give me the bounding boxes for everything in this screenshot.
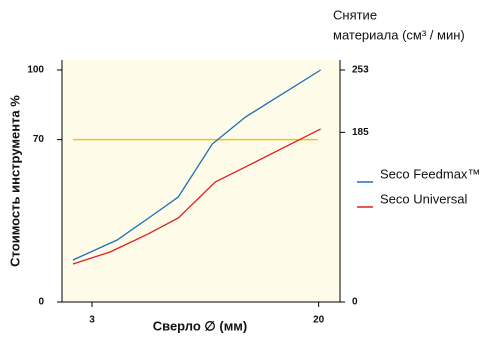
y2-tick-label: 253 <box>352 65 369 76</box>
x-tick-label: 20 <box>313 315 325 326</box>
y2-axis-title: материала (см³ / мин) <box>333 27 465 42</box>
y2-axis-title: Снятие <box>333 7 377 22</box>
y2-tick-label: 185 <box>352 127 369 138</box>
y-tick-label: 70 <box>33 134 45 145</box>
x-axis-title: Сверло ∅ (мм) <box>153 318 248 333</box>
legend-label: Seco Universal <box>380 191 468 206</box>
y-tick-label: 0 <box>38 297 44 308</box>
x-tick-label: 3 <box>89 315 95 326</box>
y2-tick-label: 0 <box>352 297 358 308</box>
y-axis-title: Стоимость инструмента % <box>7 95 22 267</box>
plot-area <box>62 60 340 302</box>
series-line <box>72 69 322 261</box>
series-line <box>72 128 321 265</box>
y-tick-label: 100 <box>27 65 44 76</box>
legend-label: Seco Feedmax™ <box>380 166 480 181</box>
